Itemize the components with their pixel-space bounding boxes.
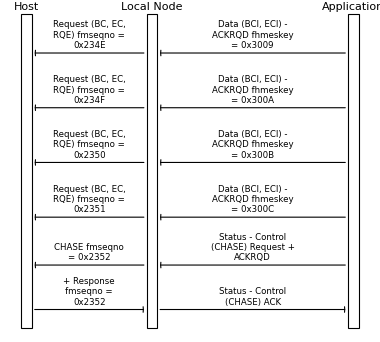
Bar xyxy=(21,14,32,328)
Bar xyxy=(147,14,157,328)
Text: Host: Host xyxy=(14,2,39,12)
Text: Data (BCI, ECI) -
ACKRQD fhmeskey
= 0x300C: Data (BCI, ECI) - ACKRQD fhmeskey = 0x30… xyxy=(212,185,293,214)
Text: Request (BC, EC,
RQE) fmseqno =
0x2351: Request (BC, EC, RQE) fmseqno = 0x2351 xyxy=(53,185,126,214)
Text: Status - Control
(CHASE) ACK: Status - Control (CHASE) ACK xyxy=(219,287,286,307)
Text: Request (BC, EC,
RQE) fmseqno =
0x234F: Request (BC, EC, RQE) fmseqno = 0x234F xyxy=(53,75,126,105)
Text: Local Node: Local Node xyxy=(121,2,183,12)
Text: CHASE fmseqno
= 0x2352: CHASE fmseqno = 0x2352 xyxy=(54,243,124,262)
Text: Request (BC, EC,
RQE) fmseqno =
0x234E: Request (BC, EC, RQE) fmseqno = 0x234E xyxy=(53,21,126,50)
Text: Data (BCI, ECI) -
ACKRQD fhmeskey
= 0x3009: Data (BCI, ECI) - ACKRQD fhmeskey = 0x30… xyxy=(212,21,293,50)
Text: Data (BCI, ECI) -
ACKRQD fhmeskey
= 0x300A: Data (BCI, ECI) - ACKRQD fhmeskey = 0x30… xyxy=(212,75,293,105)
Text: Application: Application xyxy=(322,2,380,12)
Text: + Response
fmseqno =
0x2352: + Response fmseqno = 0x2352 xyxy=(63,277,115,307)
Text: Request (BC, EC,
RQE) fmseqno =
0x2350: Request (BC, EC, RQE) fmseqno = 0x2350 xyxy=(53,130,126,160)
Text: Data (BCI, ECI) -
ACKRQD fhmeskey
= 0x300B: Data (BCI, ECI) - ACKRQD fhmeskey = 0x30… xyxy=(212,130,293,160)
Bar xyxy=(348,14,359,328)
Text: Status - Control
(CHASE) Request +
ACKRQD: Status - Control (CHASE) Request + ACKRQ… xyxy=(211,233,295,262)
